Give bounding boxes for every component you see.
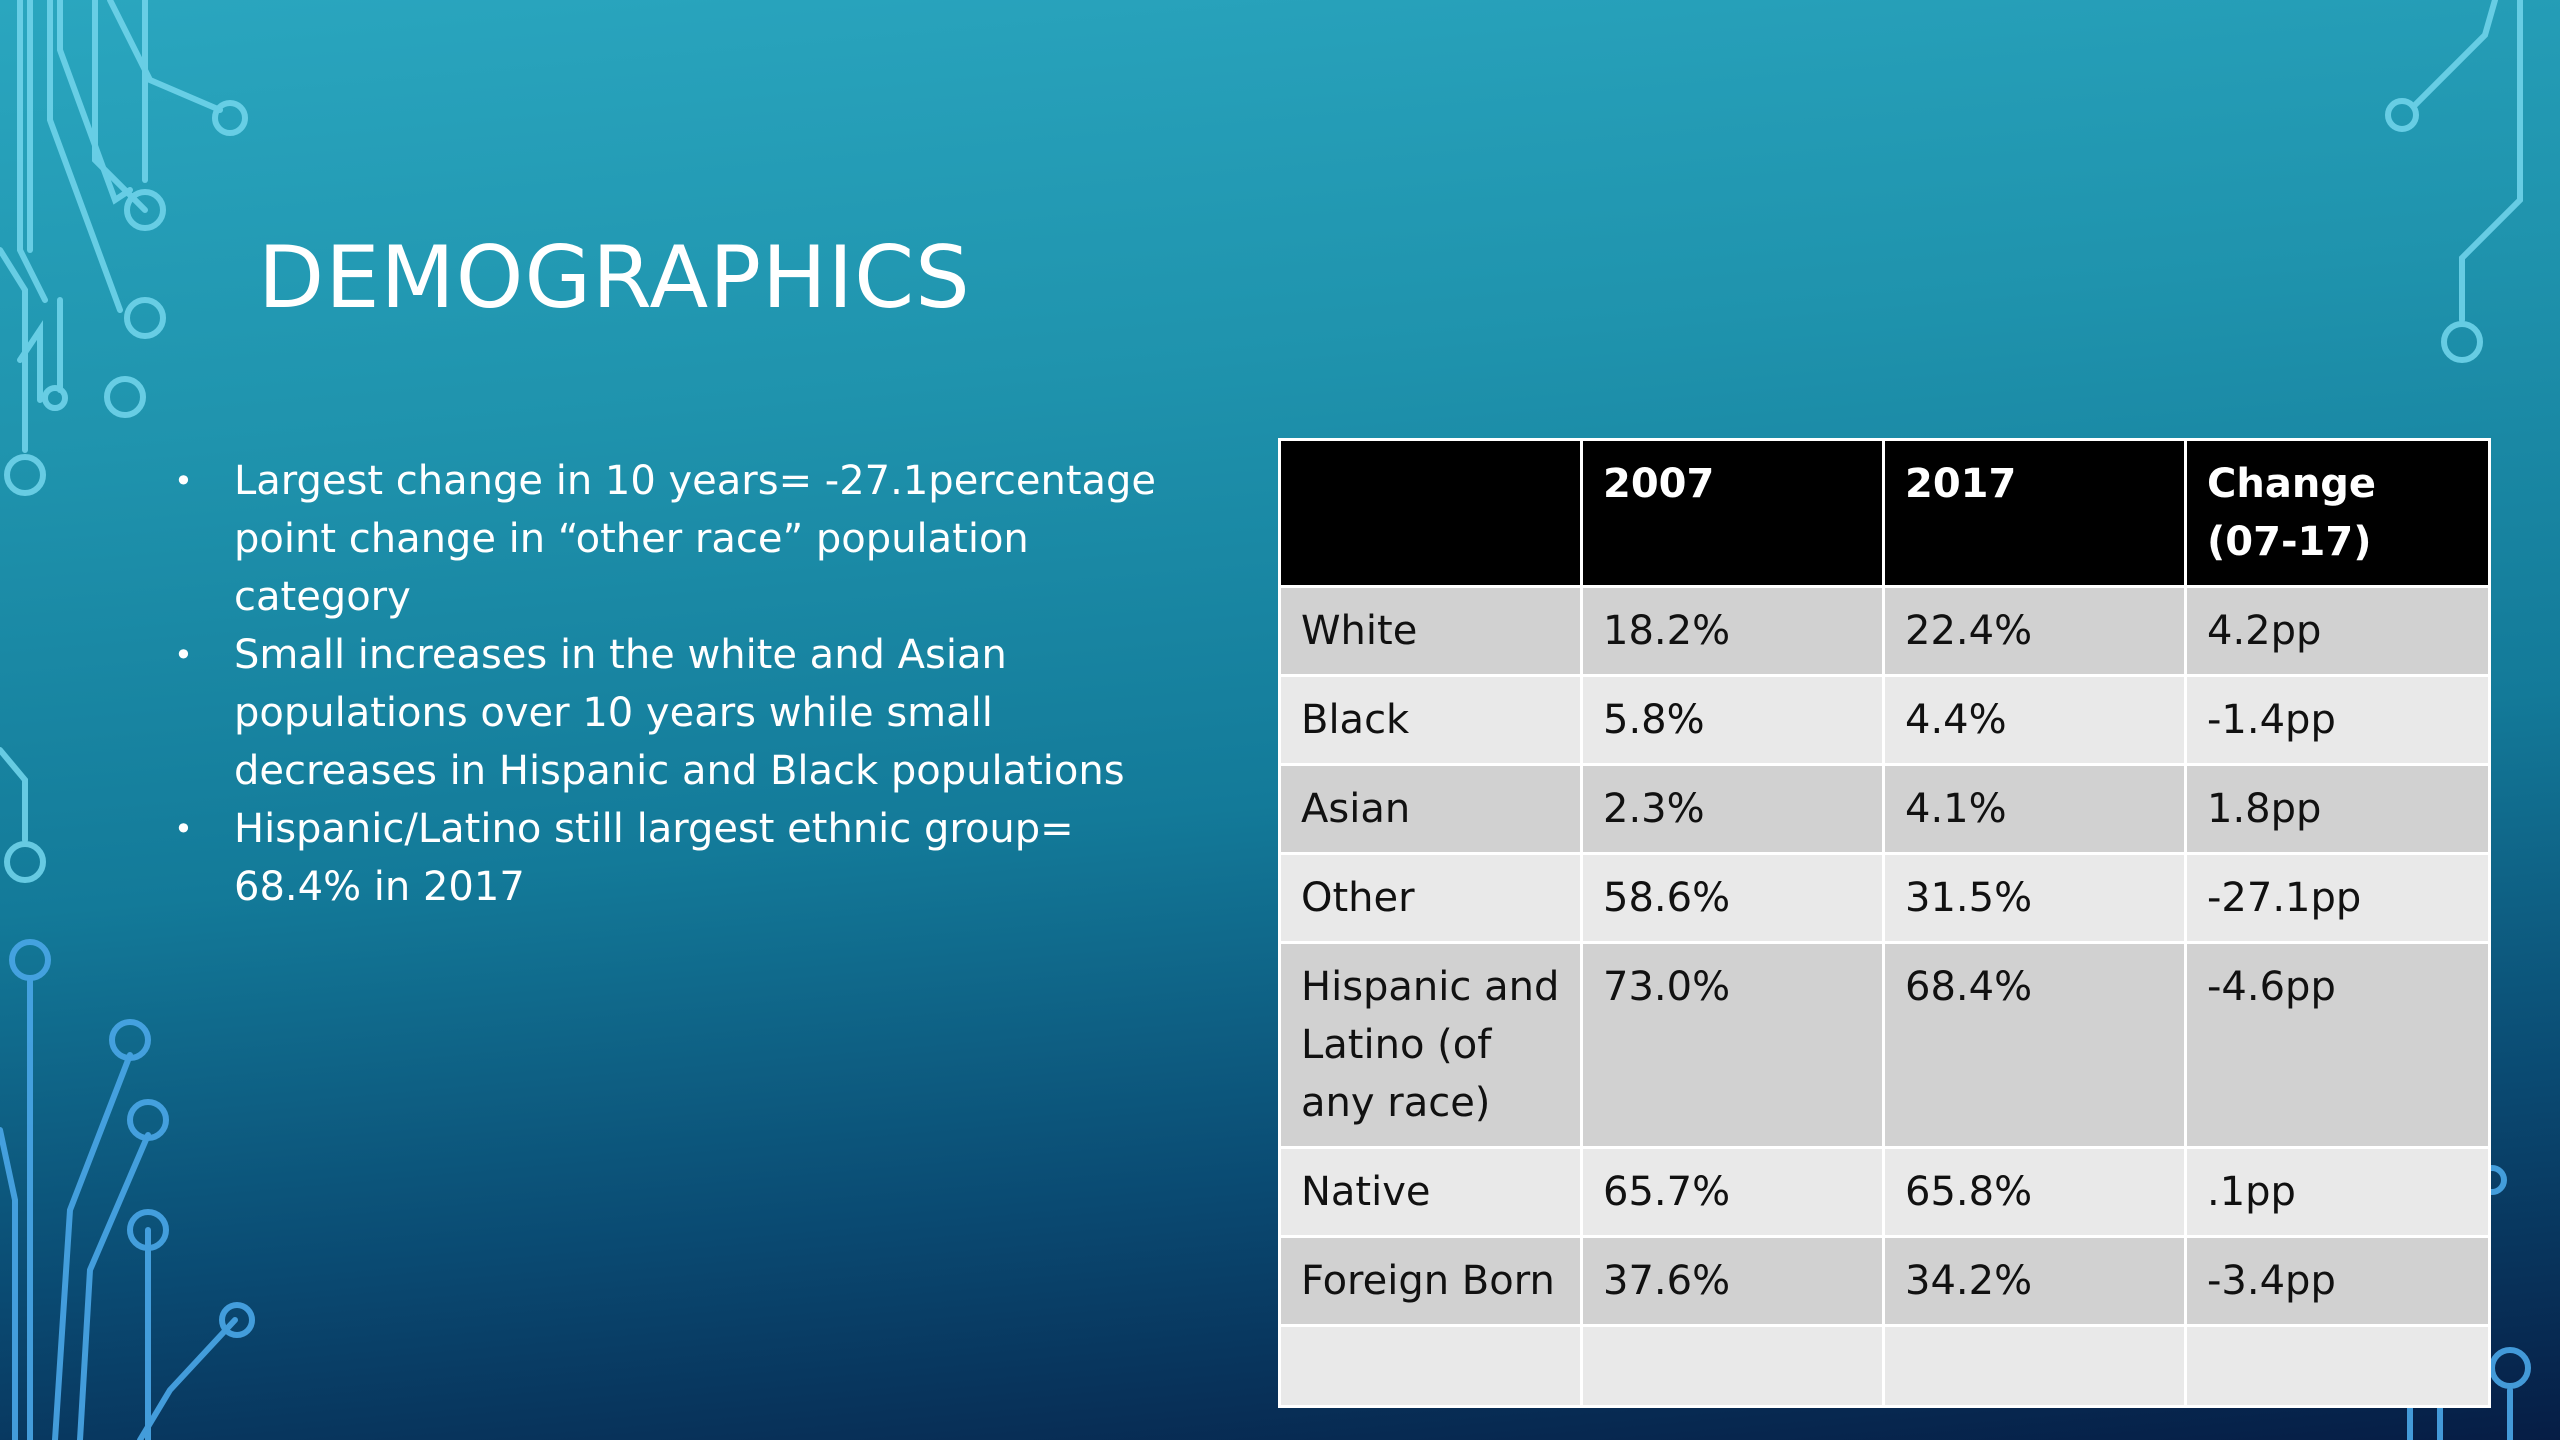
bullet-dot-icon: • <box>174 636 193 674</box>
table-cell: 1.8pp <box>2184 763 2491 855</box>
table-cell: -1.4pp <box>2184 674 2491 766</box>
table-cell: 37.6% <box>1580 1235 1885 1327</box>
table-cell: -3.4pp <box>2184 1235 2491 1327</box>
table-cell <box>1580 1324 1885 1408</box>
bullet-dot-icon: • <box>174 462 193 500</box>
table-row-empty <box>1278 1324 2491 1408</box>
table-cell: 4.2pp <box>2184 585 2491 677</box>
header-cell: 2017 <box>1882 438 2187 588</box>
table-cell: 65.8% <box>1882 1146 2187 1238</box>
table-cell: 65.7% <box>1580 1146 1885 1238</box>
table-cell: 4.1% <box>1882 763 2187 855</box>
table-cell <box>1278 1324 1583 1408</box>
table-row: Foreign Born 37.6% 34.2% -3.4pp <box>1278 1235 2491 1327</box>
table-cell: 5.8% <box>1580 674 1885 766</box>
table-cell: -27.1pp <box>2184 852 2491 944</box>
table-row: White 18.2% 22.4% 4.2pp <box>1278 585 2491 677</box>
demographics-table: 2007 2017 Change (07-17) White 18.2% 22.… <box>1278 438 2491 1408</box>
row-label: Foreign Born <box>1278 1235 1583 1327</box>
table-row: Other 58.6% 31.5% -27.1pp <box>1278 852 2491 944</box>
table-cell: 68.4% <box>1882 941 2187 1149</box>
table-header-row: 2007 2017 Change (07-17) <box>1278 438 2491 588</box>
table-cell: 73.0% <box>1580 941 1885 1149</box>
table-cell: 31.5% <box>1882 852 2187 944</box>
bullet-item: • Largest change in 10 years= -27.1perce… <box>170 452 1170 626</box>
table-cell: 34.2% <box>1882 1235 2187 1327</box>
slide-title: DEMOGRAPHICS <box>258 228 971 328</box>
table-cell: 58.6% <box>1580 852 1885 944</box>
bullet-text: Largest change in 10 years= -27.1percent… <box>234 458 1157 620</box>
row-label: Other <box>1278 852 1583 944</box>
header-cell: 2007 <box>1580 438 1885 588</box>
table-cell: 18.2% <box>1580 585 1885 677</box>
table-row: Hispanic and Latino (of any race) 73.0% … <box>1278 941 2491 1149</box>
demographics-table-container: 2007 2017 Change (07-17) White 18.2% 22.… <box>1278 438 2491 1408</box>
bullet-item: • Small increases in the white and Asian… <box>170 626 1170 800</box>
row-label: Hispanic and Latino (of any race) <box>1278 941 1583 1149</box>
table-cell <box>2184 1324 2491 1408</box>
bullet-item: • Hispanic/Latino still largest ethnic g… <box>170 800 1170 916</box>
table-row: Black 5.8% 4.4% -1.4pp <box>1278 674 2491 766</box>
bullet-list: • Largest change in 10 years= -27.1perce… <box>170 452 1170 916</box>
bullet-dot-icon: • <box>174 810 193 848</box>
table-cell <box>1882 1324 2187 1408</box>
row-label: Native <box>1278 1146 1583 1238</box>
row-label: Black <box>1278 674 1583 766</box>
header-cell <box>1278 438 1583 588</box>
row-label: White <box>1278 585 1583 677</box>
row-label: Asian <box>1278 763 1583 855</box>
header-cell: Change (07-17) <box>2184 438 2491 588</box>
table-cell: 2.3% <box>1580 763 1885 855</box>
bullet-text: Hispanic/Latino still largest ethnic gro… <box>234 806 1074 910</box>
table-cell: 22.4% <box>1882 585 2187 677</box>
bullet-text: Small increases in the white and Asian p… <box>234 632 1125 794</box>
table-cell: .1pp <box>2184 1146 2491 1238</box>
table-cell: -4.6pp <box>2184 941 2491 1149</box>
table-cell: 4.4% <box>1882 674 2187 766</box>
table-row: Asian 2.3% 4.1% 1.8pp <box>1278 763 2491 855</box>
table-row: Native 65.7% 65.8% .1pp <box>1278 1146 2491 1238</box>
